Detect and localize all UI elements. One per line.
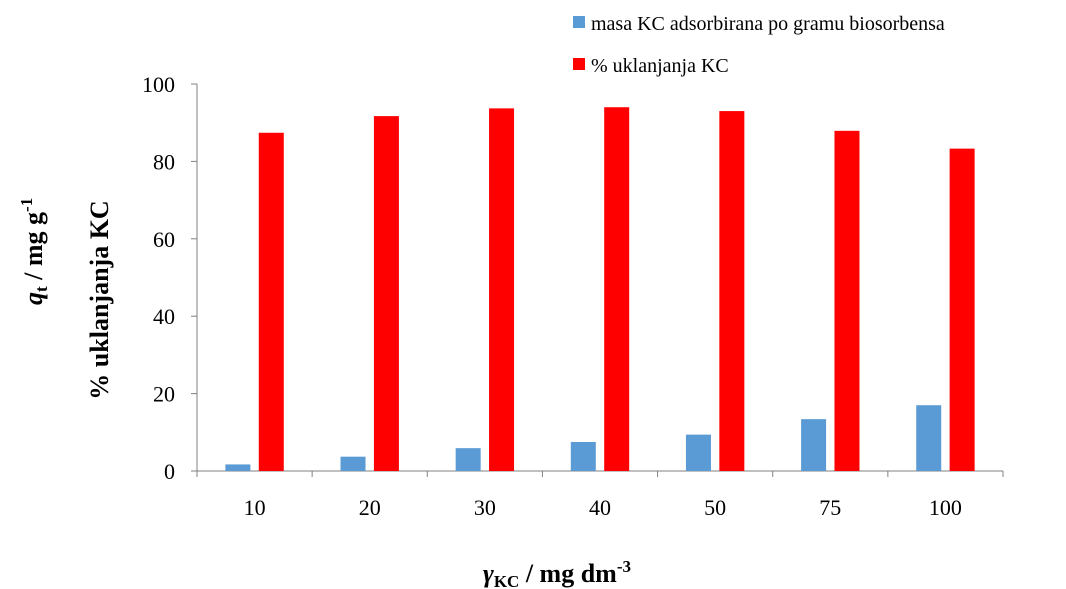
x-tick-label: 20	[359, 495, 381, 520]
legend-swatch-adsorbed-mass	[573, 16, 585, 28]
y-tick-label: 0	[164, 459, 175, 484]
bar-removal-percent	[258, 132, 284, 471]
x-tick-label: 30	[474, 495, 496, 520]
x-axis-title: γKC / mg dm-3	[483, 557, 631, 589]
bar-adsorbed-mass	[685, 434, 711, 471]
x-tick-label: 40	[589, 495, 611, 520]
legend-label-adsorbed-mass: masa KC adsorbirana po gramu biosorbensa	[591, 13, 945, 35]
x-axis-title-rest: / mg dm	[519, 559, 617, 588]
y-axis-title-qt-sub: t	[32, 286, 51, 292]
legend-label-removal-percent: % uklanjanja KC	[591, 55, 729, 77]
x-tick-label: 10	[244, 495, 266, 520]
x-axis-title-main: γ	[483, 559, 494, 588]
bar-removal-percent	[373, 116, 399, 471]
legend-swatch-removal-percent	[573, 58, 585, 70]
y-axis-title-qt: qt / mg g-1	[17, 198, 51, 305]
y-axis-title-qt-rest: / mg g	[19, 212, 48, 286]
bar-removal-percent	[719, 111, 745, 471]
y-tick-label: 80	[153, 149, 175, 174]
x-axis-title-sup: -3	[617, 557, 631, 576]
x-axis-title-sub: KC	[494, 572, 520, 589]
y-tick-label: 20	[153, 382, 175, 407]
bar-adsorbed-mass	[225, 464, 251, 471]
x-tick-label: 100	[929, 495, 962, 520]
bars	[225, 107, 975, 472]
legend: masa KC adsorbirana po gramu biosorbensa…	[573, 13, 945, 77]
bar-adsorbed-mass	[455, 448, 481, 471]
y-ticks: 0 20 40 60 80 100	[142, 72, 197, 484]
bar-adsorbed-mass	[801, 419, 827, 471]
bar-removal-percent	[604, 107, 630, 471]
bar-adsorbed-mass	[340, 456, 366, 471]
y-axis-title-removal: % uklanjanja KC	[85, 200, 114, 399]
y-tick-label: 40	[153, 304, 175, 329]
x-tick-label: 75	[819, 495, 841, 520]
bar-adsorbed-mass	[570, 441, 596, 471]
y-axis-title-qt-main: q	[19, 292, 48, 305]
y-axis-title-qt-sup: -1	[17, 198, 36, 212]
bar-removal-percent	[834, 130, 860, 471]
bar-adsorbed-mass	[916, 405, 942, 471]
bar-removal-percent	[949, 148, 975, 471]
y-tick-label: 60	[153, 227, 175, 252]
bar-removal-percent	[489, 108, 515, 472]
x-ticks: 10 20 30 40 50 75 100	[196, 471, 1004, 520]
x-tick-label: 50	[704, 495, 726, 520]
y-tick-label: 100	[142, 72, 175, 97]
